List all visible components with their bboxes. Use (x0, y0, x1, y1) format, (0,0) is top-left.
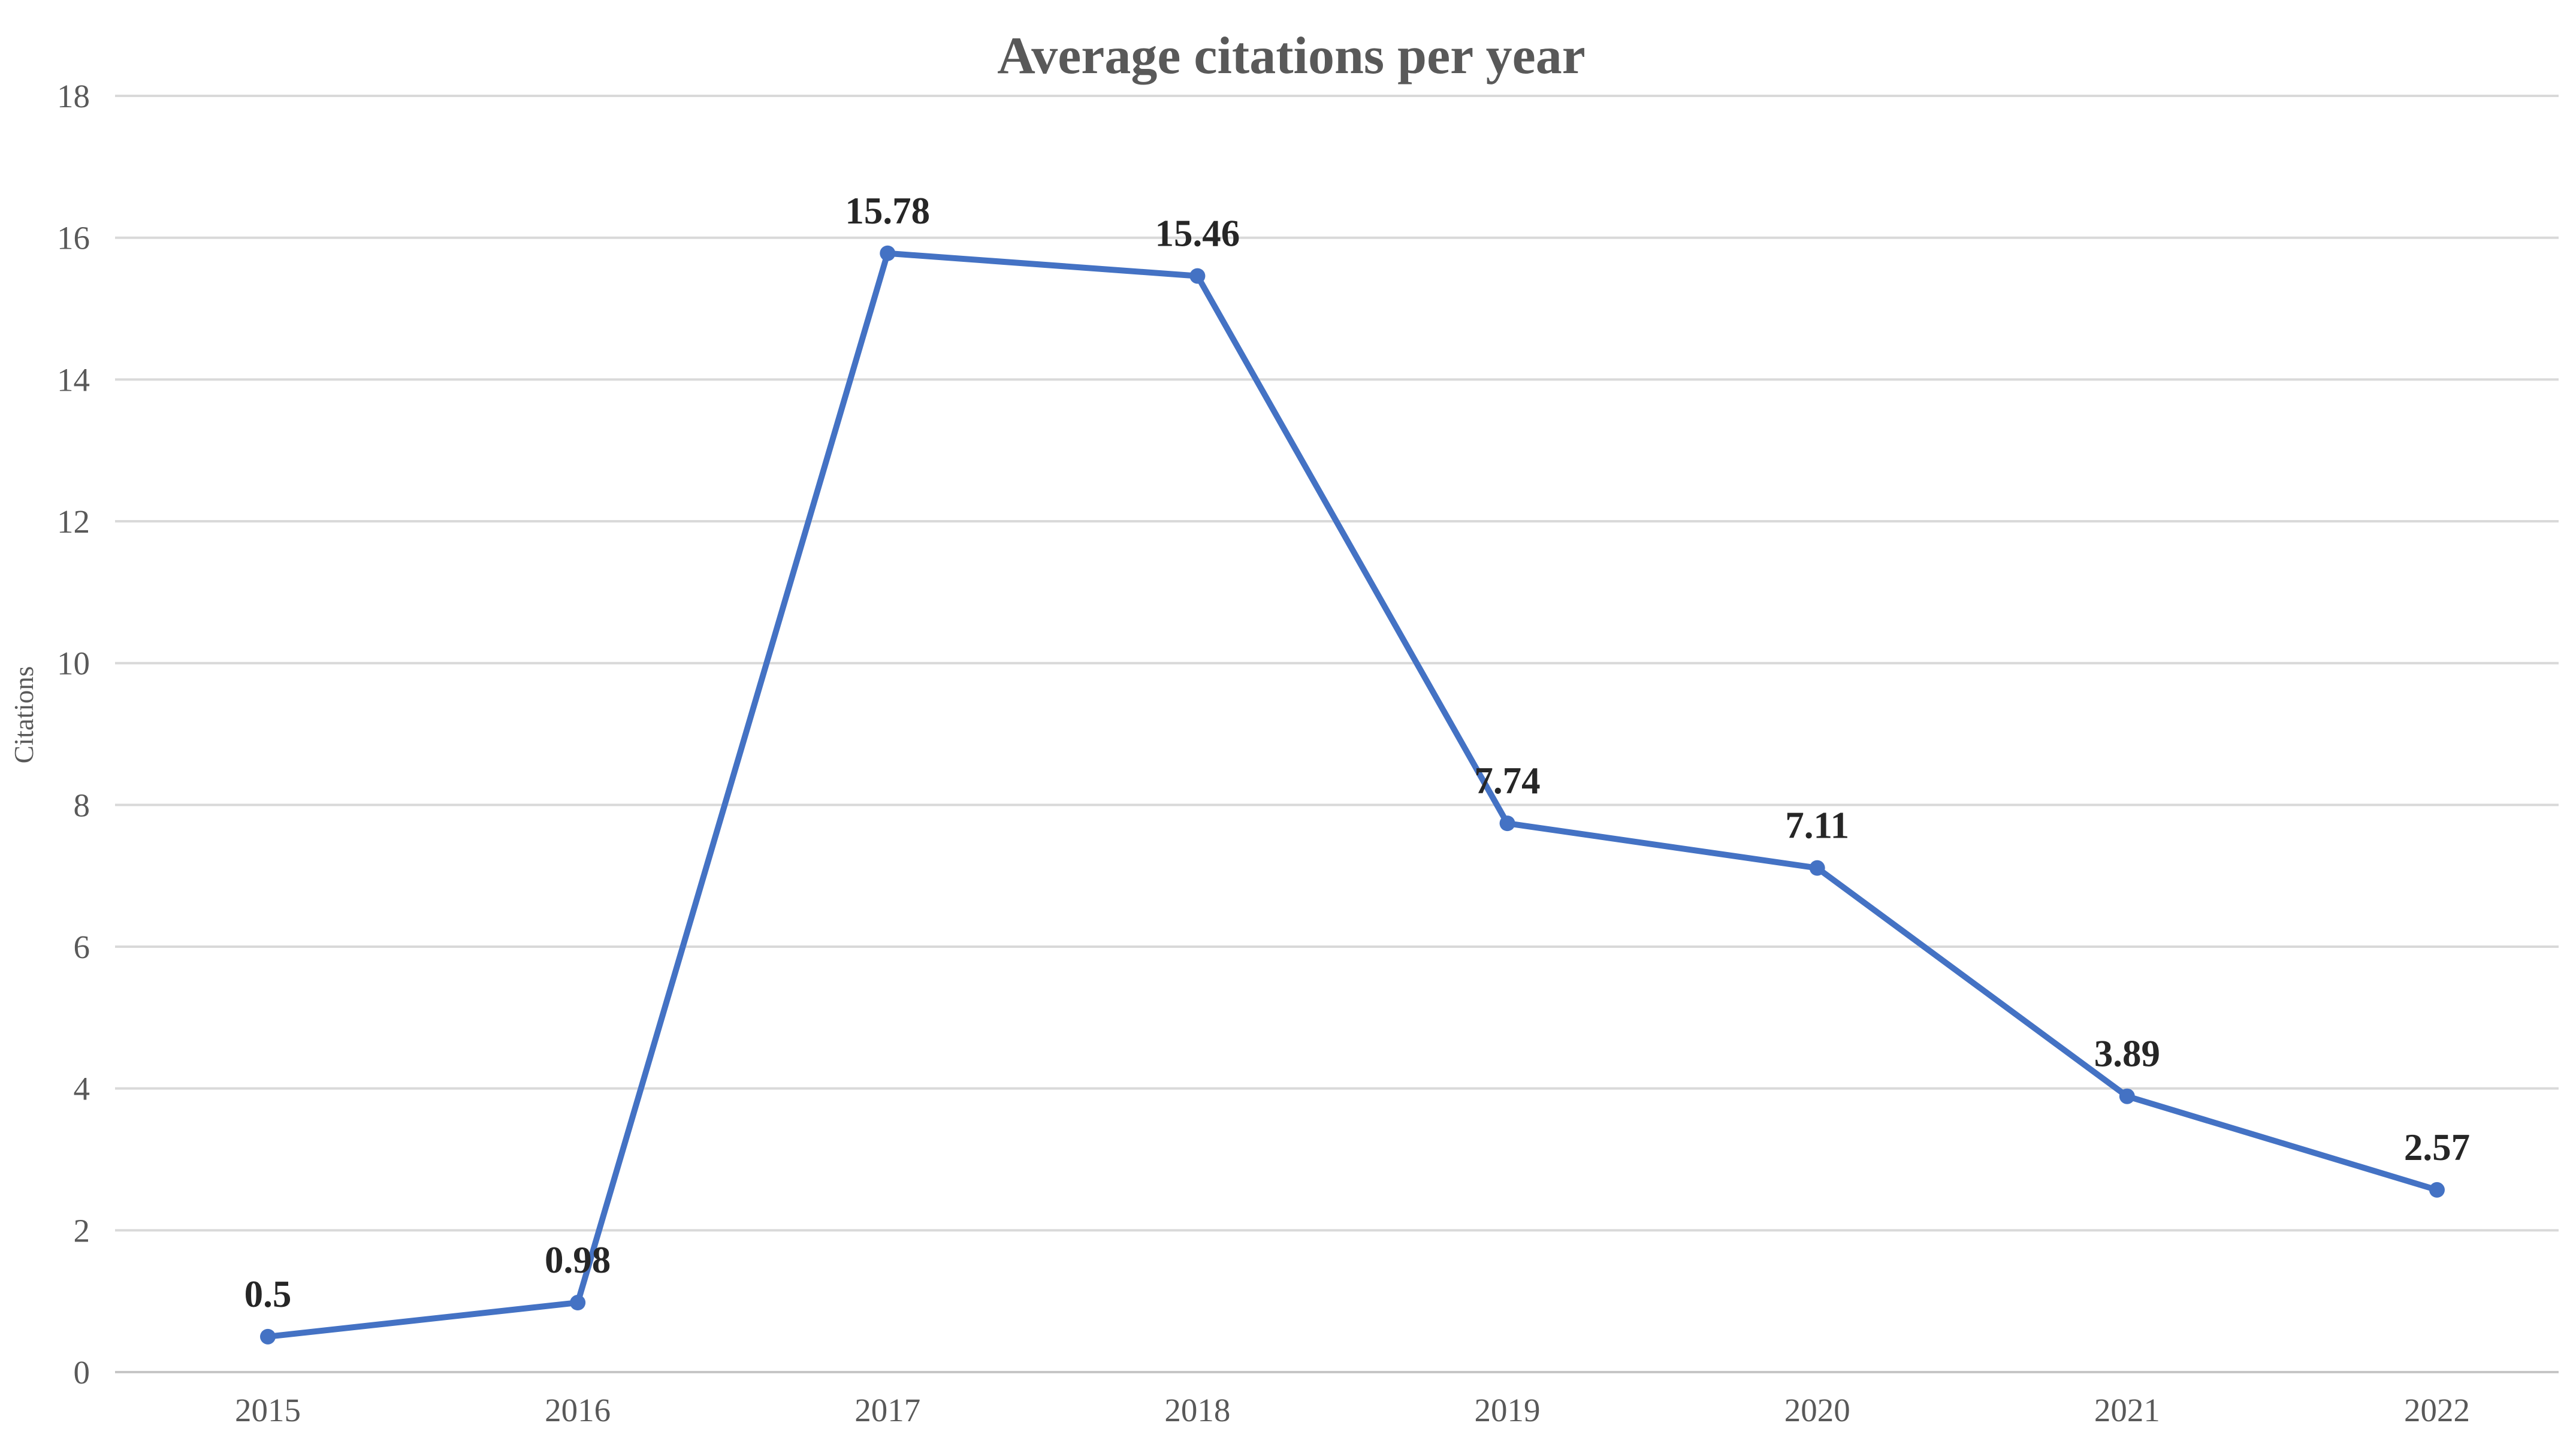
y-tick-label: 8 (74, 787, 90, 823)
data-point-label: 0.5 (244, 1273, 292, 1315)
y-tick-label: 6 (74, 929, 90, 965)
data-point-label: 2.57 (2404, 1126, 2470, 1168)
data-point-label: 15.78 (845, 190, 930, 232)
x-tick-label: 2017 (854, 1392, 920, 1428)
x-tick-label: 2022 (2404, 1392, 2470, 1428)
y-axis-tick-labels: 0 2 4 6 8 10 12 14 16 18 (57, 78, 90, 1391)
data-labels-layer: 0.5 0.98 15.78 15.46 7.74 7.11 3.89 2.57 (244, 190, 2470, 1315)
data-point-marker (1189, 268, 1206, 284)
x-axis-tick-labels: 2015 2016 2017 2018 2019 2020 2021 2022 (235, 1392, 2470, 1428)
x-tick-label: 2015 (235, 1392, 301, 1428)
series-line (265, 250, 2440, 1340)
data-point-label: 7.11 (1785, 805, 1849, 847)
y-axis-title: Citations (9, 666, 39, 764)
data-point-marker (2429, 1182, 2445, 1198)
series-layer (260, 245, 2445, 1345)
data-point-marker (570, 1295, 586, 1311)
data-point-marker (2119, 1088, 2135, 1104)
x-tick-label: 2018 (1164, 1392, 1230, 1428)
y-tick-label: 4 (74, 1071, 90, 1107)
x-tick-label: 2019 (1475, 1392, 1541, 1428)
data-point-label: 15.46 (1155, 213, 1240, 255)
chart-title: Average citations per year (997, 27, 1586, 85)
data-point-label: 3.89 (2094, 1033, 2160, 1075)
y-tick-label: 10 (57, 645, 90, 682)
data-point-marker (880, 245, 896, 261)
data-point-label: 0.98 (545, 1239, 611, 1281)
x-tick-label: 2016 (545, 1392, 611, 1428)
x-tick-label: 2020 (1784, 1392, 1850, 1428)
y-tick-label: 2 (74, 1212, 90, 1249)
y-tick-label: 14 (57, 361, 90, 398)
data-point-marker (260, 1328, 276, 1345)
data-point-marker (1499, 815, 1515, 832)
y-tick-label: 18 (57, 78, 90, 114)
y-tick-label: 12 (57, 503, 90, 540)
data-point-label: 7.74 (1474, 760, 1540, 802)
y-tick-label: 16 (57, 220, 90, 256)
y-tick-label: 0 (74, 1354, 90, 1391)
gridlines-layer (115, 95, 2559, 1373)
x-tick-label: 2021 (2094, 1392, 2160, 1428)
data-point-marker (1809, 860, 1825, 876)
